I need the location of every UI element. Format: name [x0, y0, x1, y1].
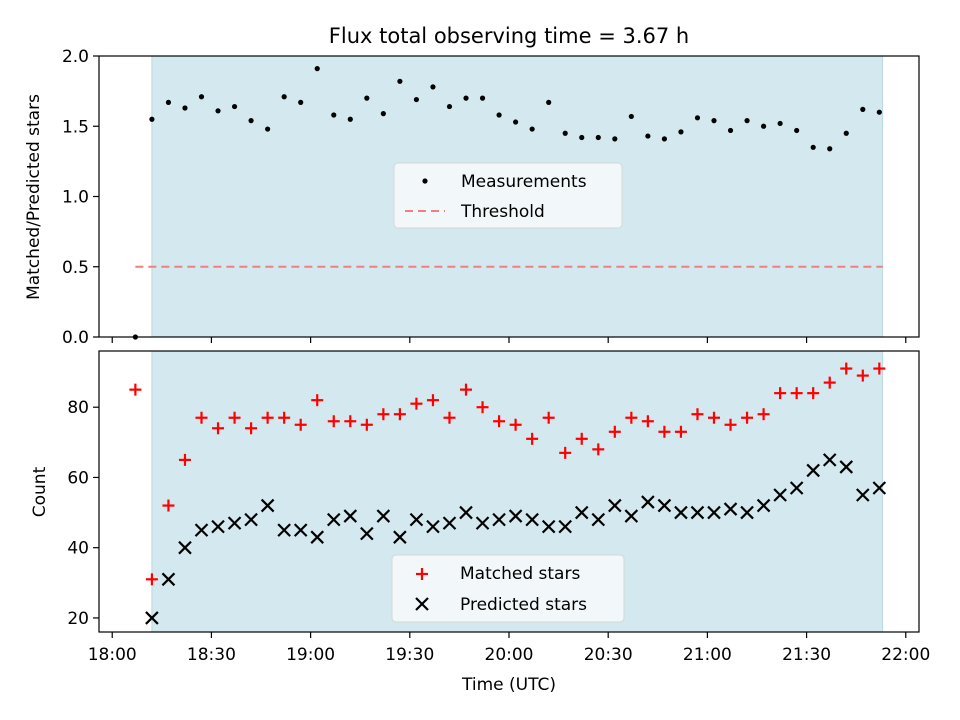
- legend-matched-label: Matched stars: [460, 564, 580, 584]
- measurement-point: [662, 136, 667, 141]
- count-legend: Matched stars Predicted stars: [392, 555, 624, 622]
- measurement-point: [612, 136, 617, 141]
- measurement-point: [331, 112, 336, 117]
- measurement-point: [530, 126, 535, 131]
- measurement-point: [232, 104, 237, 109]
- chart-title: Flux total observing time = 3.67 h: [329, 24, 689, 48]
- measurement-point: [728, 128, 733, 133]
- measurement-point: [397, 79, 402, 84]
- legend-measurements-marker: [422, 178, 427, 183]
- measurement-point: [348, 117, 353, 122]
- measurement-point: [248, 118, 253, 123]
- measurement-point: [761, 124, 766, 129]
- measurement-point: [877, 110, 882, 115]
- xtick-label: 19:00: [286, 645, 335, 665]
- measurement-point: [381, 111, 386, 116]
- measurement-point: [629, 114, 634, 119]
- measurement-point: [315, 66, 320, 71]
- xtick-label: 22:00: [881, 645, 930, 665]
- measurement-point: [182, 105, 187, 110]
- legend-measurements-label: Measurements: [461, 172, 587, 192]
- measurement-point: [265, 126, 270, 131]
- matched-star-point: [129, 384, 141, 396]
- measurement-point: [430, 84, 435, 89]
- xtick-label: 21:30: [782, 645, 831, 665]
- measurement-point: [860, 107, 865, 112]
- measurement-point: [463, 96, 468, 101]
- xtick-label: 18:00: [88, 645, 137, 665]
- count-ytick-label: 40: [67, 539, 89, 559]
- count-ytick-label: 20: [67, 609, 89, 629]
- xtick-label: 20:00: [485, 645, 534, 665]
- measurement-point: [695, 115, 700, 120]
- measurement-point: [711, 118, 716, 123]
- ratio-legend: Measurements Threshold: [394, 163, 622, 228]
- measurement-point: [364, 96, 369, 101]
- ratio-ytick-label: 0.0: [62, 328, 89, 348]
- measurement-point: [496, 112, 501, 117]
- measurement-point: [282, 94, 287, 99]
- legend-predicted-label: Predicted stars: [460, 595, 587, 615]
- xtick-label: 18:30: [187, 645, 236, 665]
- measurement-point: [645, 133, 650, 138]
- ratio-ytick-label: 1.5: [62, 117, 89, 137]
- measurement-point: [794, 128, 799, 133]
- ratio-ytick-label: 0.5: [62, 258, 89, 278]
- measurement-point: [199, 94, 204, 99]
- measurement-point: [563, 131, 568, 136]
- measurement-point: [827, 146, 832, 151]
- count-ytick-label: 80: [67, 398, 89, 418]
- measurement-point: [414, 97, 419, 102]
- measurement-point: [744, 118, 749, 123]
- figure: Flux total observing time = 3.67 h 0.0 0.…: [0, 0, 960, 720]
- measurement-point: [166, 100, 171, 105]
- measurement-point: [546, 100, 551, 105]
- measurement-point: [215, 108, 220, 113]
- ratio-y-axis-label: Matched/Predicted stars: [24, 94, 44, 300]
- xtick-label: 20:30: [584, 645, 633, 665]
- xtick-label: 19:30: [385, 645, 434, 665]
- measurement-point: [579, 135, 584, 140]
- legend-threshold-label: Threshold: [460, 202, 545, 222]
- ratio-ytick-label: 2.0: [62, 47, 89, 67]
- count-y-axis-label: Count: [30, 466, 50, 517]
- measurement-point: [513, 119, 518, 124]
- measurement-point: [447, 104, 452, 109]
- measurement-point: [480, 96, 485, 101]
- measurement-point: [149, 117, 154, 122]
- ratio-panel: 0.00.51.01.52.0 Matched/Predicted stars …: [24, 47, 919, 348]
- ratio-ytick-label: 1.0: [62, 188, 89, 208]
- measurement-point: [844, 131, 849, 136]
- measurement-point: [778, 121, 783, 126]
- x-axis-label: Time (UTC): [461, 675, 556, 695]
- measurement-point: [298, 100, 303, 105]
- measurement-point: [596, 135, 601, 140]
- count-panel: 20 40 60 80 18:00 18:30 19:00 19:30 20:00 20:30 2…: [30, 351, 930, 695]
- measurement-point: [811, 145, 816, 150]
- measurement-point: [678, 129, 683, 134]
- xtick-label: 21:00: [683, 645, 732, 665]
- count-ytick-label: 60: [67, 468, 89, 488]
